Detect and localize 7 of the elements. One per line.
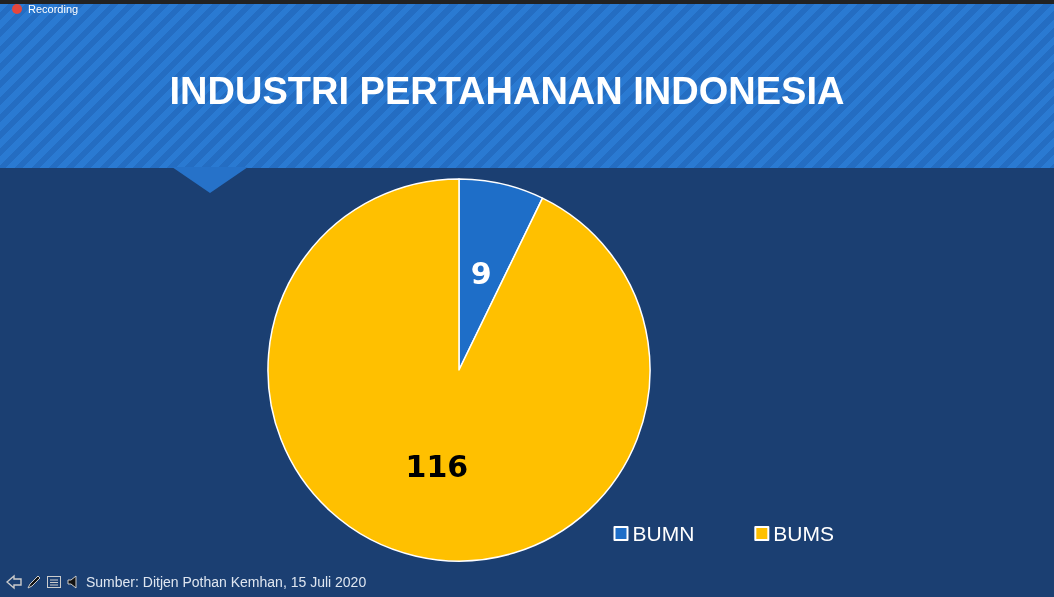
text: Recording: [28, 3, 79, 15]
data-label: 9: [470, 256, 492, 292]
legend-label: BUMN: [632, 522, 695, 545]
legend-label: BUMS: [773, 522, 835, 545]
text: Sumber: Ditjen Pothan Kemhan, 15 Juli 2020: [86, 574, 367, 590]
chart-title: INDUSTRI PERTAHANAN INDONESIA: [168, 70, 846, 113]
data-label: 116: [405, 448, 469, 484]
